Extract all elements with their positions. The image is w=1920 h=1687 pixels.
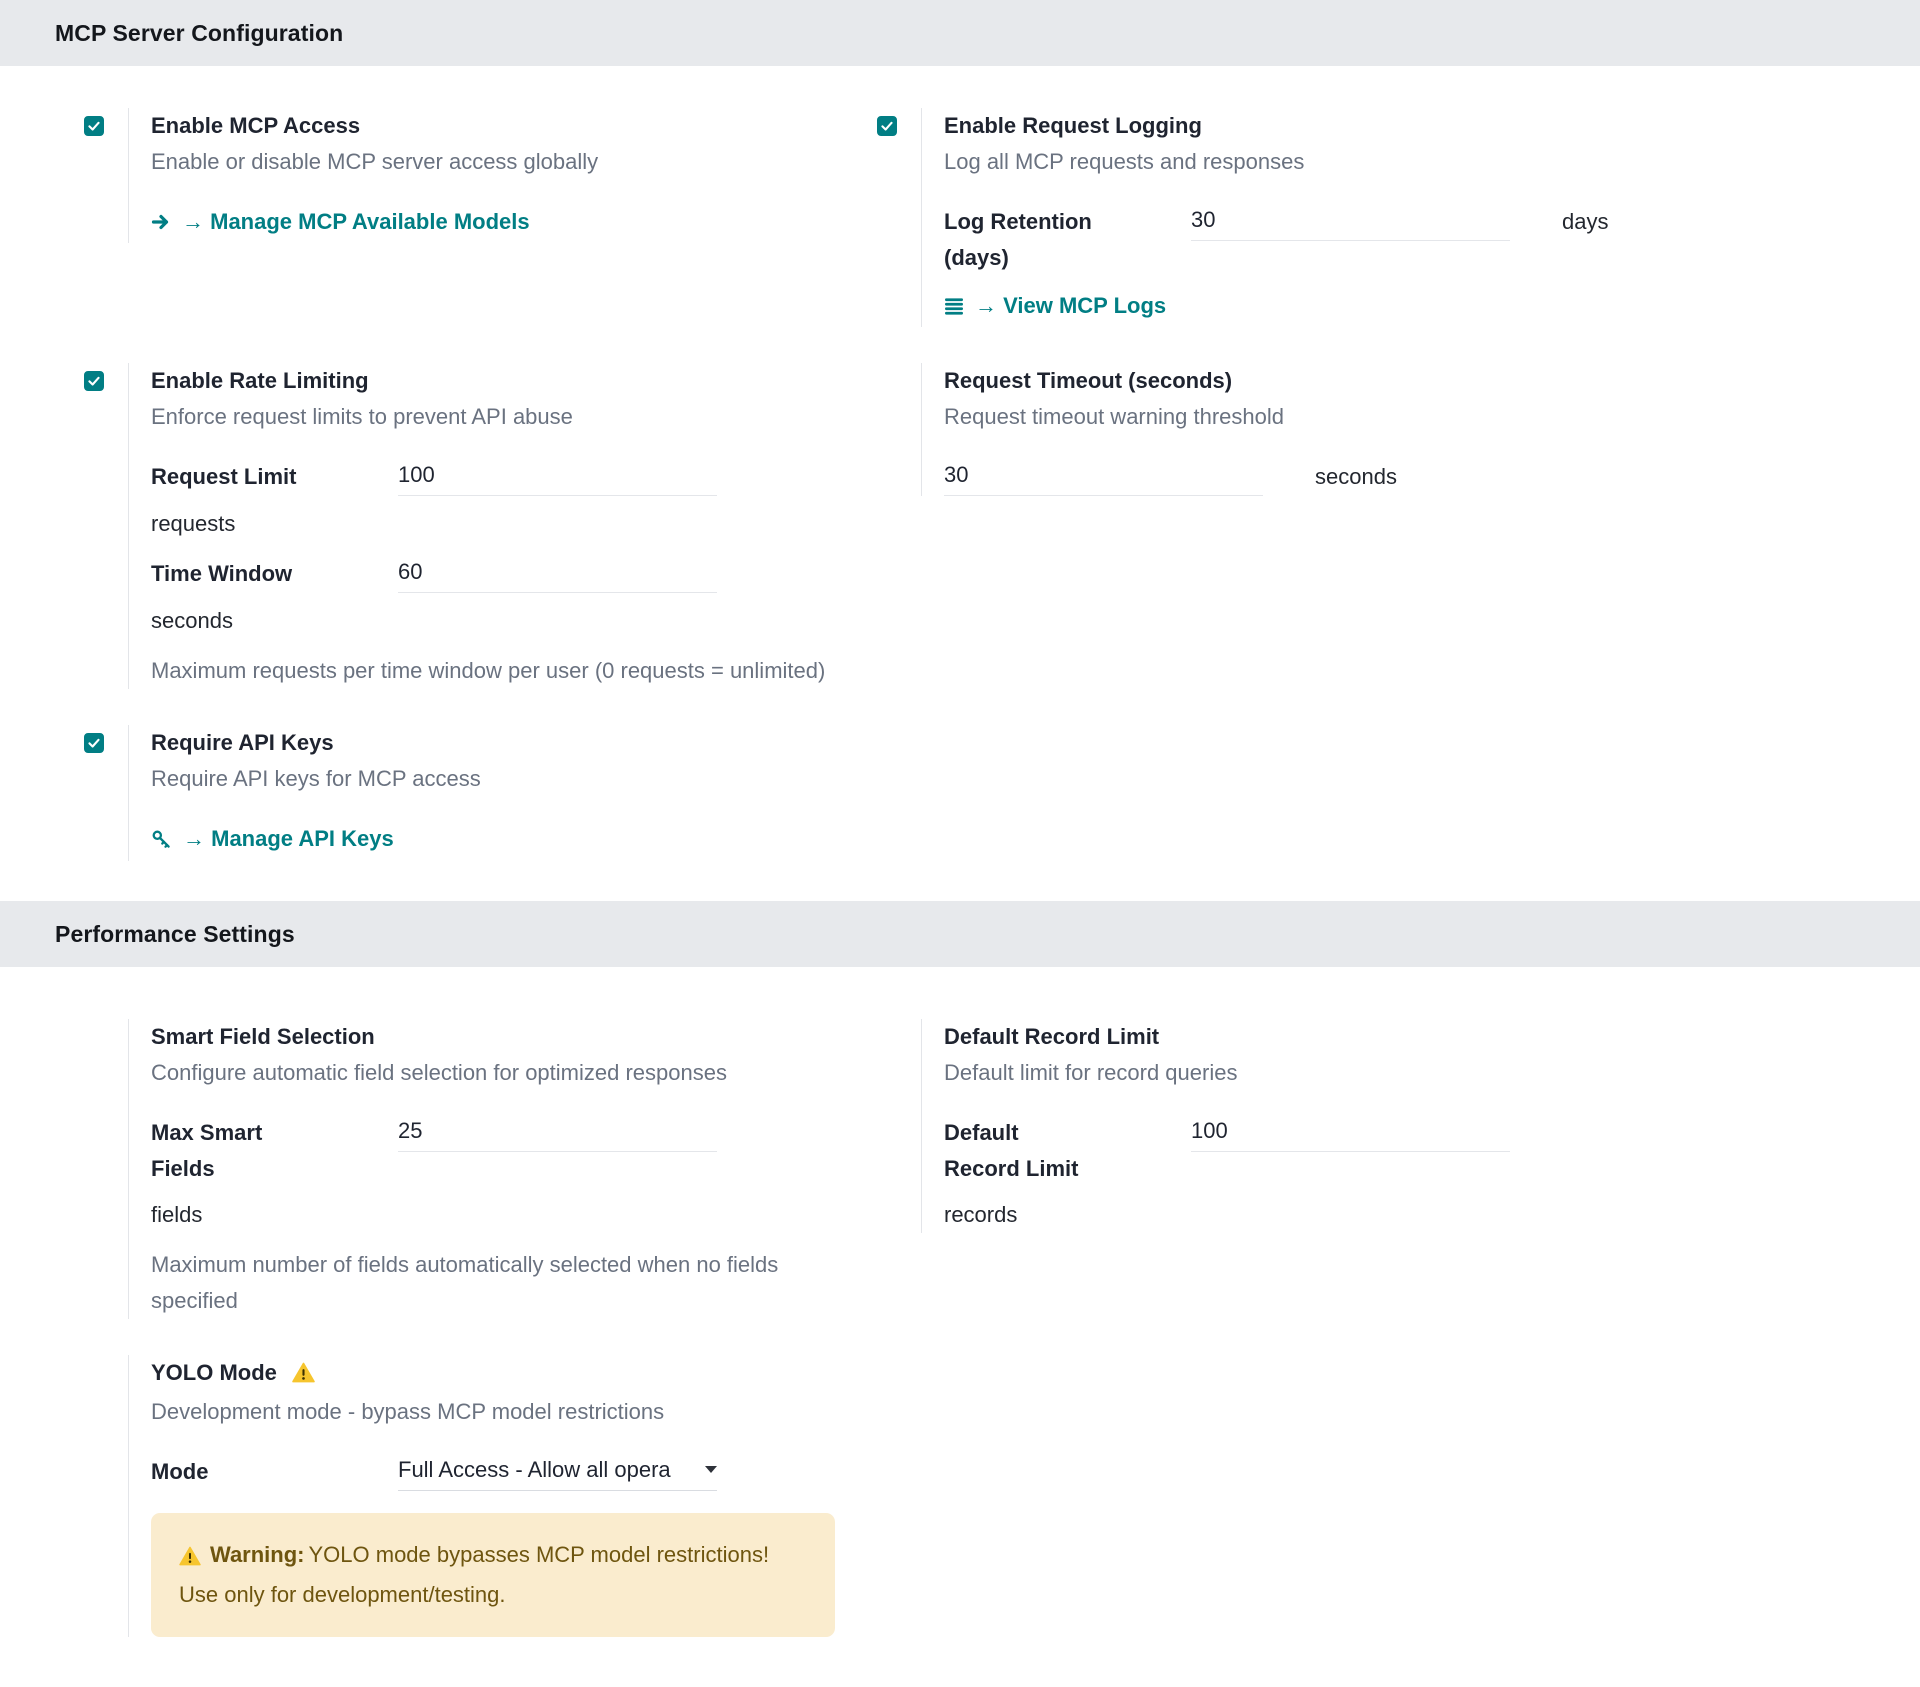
section-header-performance: Performance Settings: [0, 900, 1920, 967]
enable-request-logging-checkbox[interactable]: [877, 116, 897, 136]
arrow-right-icon: [151, 212, 171, 232]
enable-mcp-access-checkbox[interactable]: [84, 116, 104, 136]
link-label: → Manage API Keys: [183, 826, 394, 851]
max-smart-fields-unit: fields: [151, 1201, 203, 1227]
setting-smart-field-selection: Smart Field Selection Configure automati…: [84, 1018, 877, 1319]
setting-yolo-mode: YOLO Mode Development mode - bypass MCP …: [84, 1354, 877, 1637]
require-api-keys-checkbox[interactable]: [84, 733, 104, 753]
checkmark-icon: [87, 119, 101, 133]
link-label: → View MCP Logs: [975, 293, 1167, 318]
request-limit-unit: requests: [151, 511, 236, 536]
enable-rate-limiting-checkbox[interactable]: [84, 371, 104, 391]
checkbox-column: [84, 1355, 128, 1637]
checkbox-column: [84, 363, 128, 689]
checkbox-column: [84, 725, 128, 861]
setting-default-record-limit: Default Record Limit Default limit for r…: [877, 1018, 1670, 1233]
section-title-performance: Performance Settings: [55, 920, 295, 947]
log-retention-input[interactable]: [1191, 204, 1510, 241]
yolo-mode-field-row: Mode Full Access - Allow all opera: [151, 1454, 877, 1491]
checkmark-icon: [87, 374, 101, 388]
setting-title: Smart Field Selection: [151, 1023, 375, 1049]
max-smart-fields-input[interactable]: [398, 1114, 717, 1152]
checkbox-column: [877, 108, 921, 327]
setting-title: YOLO Mode: [151, 1355, 877, 1394]
default-record-limit-input[interactable]: [1191, 1114, 1510, 1152]
setting-description: Default limit for record queries: [944, 1059, 1238, 1085]
warning-triangle-icon: [292, 1358, 315, 1394]
setting-title: Require API Keys: [151, 730, 334, 755]
yolo-mode-select[interactable]: Full Access - Allow all opera: [398, 1454, 717, 1491]
manage-api-keys-link[interactable]: → Manage API Keys: [151, 821, 394, 857]
warning-triangle-icon: [179, 1541, 201, 1577]
warning-bold-text: Warning:: [210, 1541, 305, 1567]
setting-title: Enable Rate Limiting: [151, 368, 369, 393]
yolo-warning-alert: Warning: YOLO mode bypasses MCP model res…: [151, 1512, 835, 1637]
section-title-mcp: MCP Server Configuration: [55, 20, 344, 46]
section-mcp: Enable MCP Access Enable or disable MCP …: [0, 66, 1920, 901]
time-window-unit: seconds: [151, 608, 233, 633]
yolo-mode-label: Mode: [151, 1458, 209, 1484]
setting-require-api-keys: Require API Keys Require API keys for MC…: [84, 725, 877, 861]
request-timeout-field-row: seconds: [944, 459, 1670, 496]
default-record-limit-field-row: Default Record Limit records: [944, 1114, 1670, 1233]
link-label: → Manage MCP Available Models: [182, 209, 530, 234]
checkmark-icon: [880, 119, 894, 133]
checkbox-column: [84, 1019, 128, 1319]
view-mcp-logs-link[interactable]: → View MCP Logs: [944, 288, 1166, 324]
checkbox-column: [877, 363, 921, 496]
checkbox-column: [877, 1019, 921, 1233]
list-icon: [944, 296, 964, 316]
caret-down-icon: [705, 1466, 717, 1473]
max-smart-fields-label: Max Smart Fields: [151, 1119, 263, 1181]
request-timeout-unit: seconds: [1315, 464, 1397, 489]
section-performance: Smart Field Selection Configure automati…: [0, 967, 1920, 1657]
default-record-limit-unit: records: [944, 1201, 1018, 1227]
request-limit-input[interactable]: [398, 459, 717, 496]
setting-description: Request timeout warning threshold: [944, 404, 1284, 429]
setting-enable-request-logging: Enable Request Logging Log all MCP reque…: [877, 108, 1670, 327]
default-record-limit-label: Default Record Limit: [944, 1119, 1079, 1181]
section-header-mcp: MCP Server Configuration: [0, 0, 1920, 66]
setting-request-timeout: Request Timeout (seconds) Request timeou…: [877, 363, 1670, 496]
yolo-mode-title-text: YOLO Mode: [151, 1359, 277, 1385]
setting-title: Enable MCP Access: [151, 113, 361, 138]
setting-description: Log all MCP requests and responses: [944, 149, 1305, 174]
setting-title: Default Record Limit: [944, 1023, 1160, 1049]
setting-title: Enable Request Logging: [944, 113, 1202, 138]
max-smart-fields-field-row: Max Smart Fields fields: [151, 1114, 877, 1233]
request-timeout-input[interactable]: [944, 459, 1263, 496]
setting-enable-rate-limiting: Enable Rate Limiting Enforce request lim…: [84, 363, 877, 689]
setting-enable-mcp-access: Enable MCP Access Enable or disable MCP …: [84, 108, 877, 243]
manage-mcp-models-link[interactable]: → Manage MCP Available Models: [151, 204, 530, 240]
checkbox-column: [84, 108, 128, 243]
checkmark-icon: [87, 736, 101, 750]
log-retention-field-row: Log Retention (days) days: [944, 204, 1670, 276]
time-window-label: Time Window: [151, 561, 293, 586]
time-window-input[interactable]: [398, 556, 717, 593]
rate-limiting-help-text: Maximum requests per time window per use…: [151, 658, 826, 683]
smart-fields-help-text: Maximum number of fields automatically s…: [151, 1251, 779, 1313]
log-retention-unit: days: [1562, 209, 1609, 234]
setting-description: Enable or disable MCP server access glob…: [151, 149, 599, 174]
request-limit-field-row: Request Limit requests: [151, 459, 877, 542]
yolo-mode-select-value: Full Access - Allow all opera: [398, 1456, 671, 1482]
setting-description: Require API keys for MCP access: [151, 766, 481, 791]
time-window-field-row: Time Window seconds: [151, 556, 877, 639]
key-icon: [151, 829, 172, 850]
setting-description: Development mode - bypass MCP model rest…: [151, 1398, 665, 1424]
log-retention-label: Log Retention (days): [944, 209, 1092, 270]
setting-description: Configure automatic field selection for …: [151, 1059, 727, 1085]
setting-title: Request Timeout (seconds): [944, 368, 1233, 393]
request-limit-label: Request Limit: [151, 464, 297, 489]
warning-text: YOLO mode bypasses MCP model restriction…: [179, 1541, 770, 1607]
setting-description: Enforce request limits to prevent API ab…: [151, 404, 573, 429]
